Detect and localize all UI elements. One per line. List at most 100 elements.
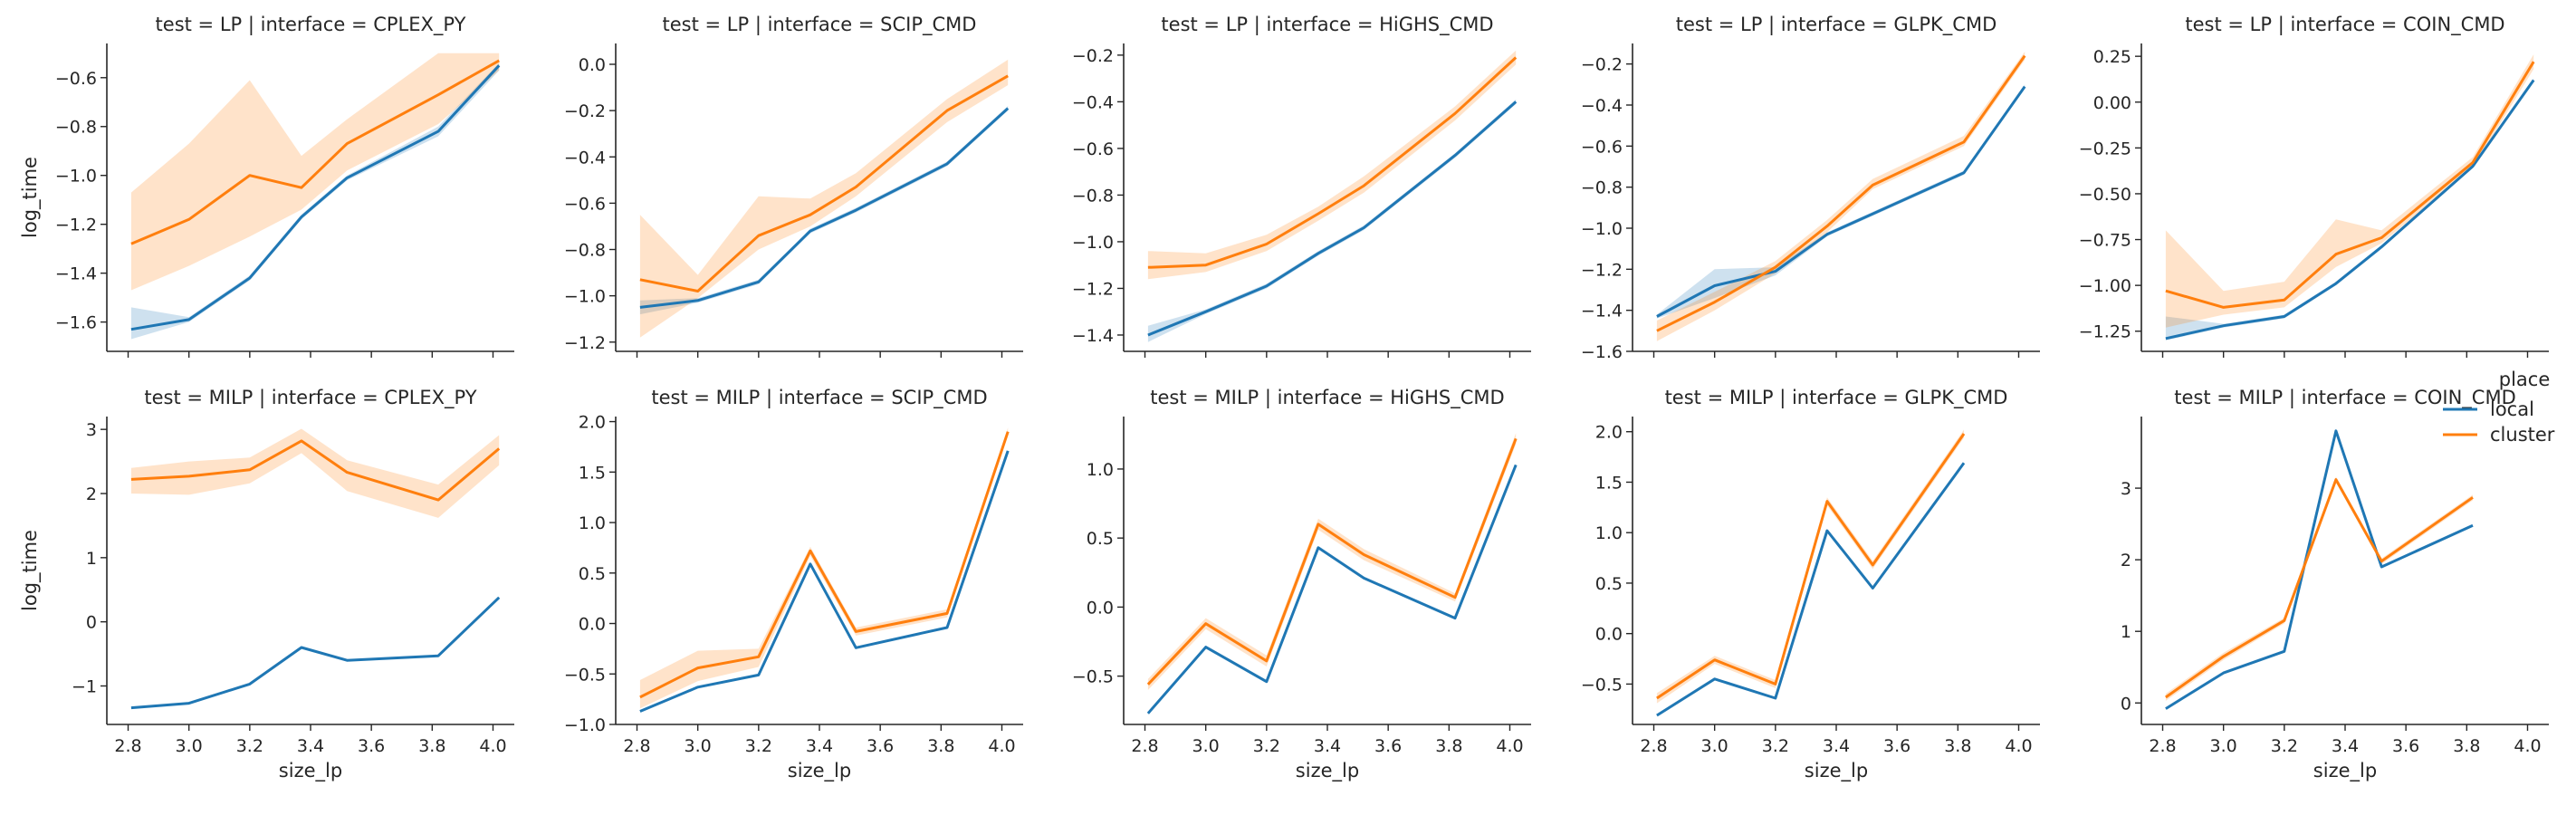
y-tick-label: 1	[86, 549, 97, 569]
ci-band-cluster	[1656, 429, 1964, 704]
series-line-cluster	[1656, 433, 1966, 700]
x-tick-label: 3.6	[867, 736, 894, 756]
ci-band-cluster	[1656, 52, 2025, 341]
x-tick-label: 3.4	[2332, 736, 2359, 756]
panel-title: test = MILP | interface = GLPK_CMD	[1665, 387, 2008, 409]
y-tick-label: 0.5	[1595, 574, 1623, 594]
x-tick-label: 3.2	[1253, 736, 1280, 756]
y-tick-label: 1.5	[1595, 473, 1623, 493]
y-tick-label: 2	[2121, 551, 2131, 570]
legend-label-cluster: cluster	[2490, 424, 2555, 446]
x-tick-label: 3.8	[1435, 736, 1462, 756]
series-line-cluster	[1147, 56, 1518, 269]
series-line-cluster	[639, 74, 1009, 292]
x-tick-label: 4.0	[2514, 736, 2541, 756]
y-tick-label: 3	[86, 420, 97, 440]
panel-title: test = LP | interface = CPLEX_PY	[156, 14, 466, 36]
panel-7: test = MILP | interface = HiGHS_CMD −0.5 0…	[1072, 387, 1531, 782]
y-tick-label: −0.4	[564, 148, 606, 168]
series-line-cluster	[1656, 54, 2026, 332]
panels-group: test = LP | interface = CPLEX_PY −1.6 −1.4…	[19, 14, 2549, 782]
x-tick-label: 2.8	[114, 736, 141, 756]
y-tick-label: −0.5	[564, 665, 606, 685]
y-tick-label: 0.25	[2093, 47, 2131, 67]
y-tick-label: −0.4	[1072, 92, 1114, 112]
y-tick-label: −1.6	[1581, 342, 1623, 362]
y-tick-label: −0.5	[1072, 667, 1114, 687]
series-line-local	[130, 64, 501, 331]
y-tick-label: 0.0	[579, 55, 606, 75]
panel-1: test = LP | interface = SCIP_CMD −1.2 −1.0…	[564, 14, 1023, 358]
x-tick-label: 3.2	[236, 736, 263, 756]
y-axis-label: log_time	[19, 530, 42, 611]
y-tick-label: −0.6	[1581, 137, 1623, 157]
x-tick-label: 3.4	[297, 736, 324, 756]
x-tick-label: 3.4	[1314, 736, 1341, 756]
y-tick-label: −1.00	[2079, 276, 2131, 296]
ci-band-cluster	[130, 53, 500, 291]
x-axis-label: size_lp	[1296, 760, 1359, 782]
y-tick-label: −1.2	[564, 333, 606, 353]
series-line-local	[1147, 101, 1518, 337]
x-tick-label: 4.0	[2005, 736, 2032, 756]
y-tick-label: −0.8	[564, 241, 606, 261]
y-tick-label: −1.4	[1581, 302, 1623, 321]
y-tick-label: −0.6	[1072, 139, 1114, 159]
x-tick-label: 3.8	[2453, 736, 2480, 756]
y-tick-label: −1	[72, 677, 97, 697]
series-line-cluster	[2165, 61, 2535, 309]
series-line-cluster	[639, 431, 1010, 699]
y-tick-label: 0.5	[579, 564, 606, 584]
y-tick-label: −1.0	[564, 715, 606, 735]
ci-band-cluster	[639, 427, 1009, 709]
y-tick-label: −0.6	[564, 194, 606, 214]
panel-0: test = LP | interface = CPLEX_PY −1.6 −1.4…	[19, 14, 514, 358]
series-line-cluster	[2165, 478, 2474, 699]
x-tick-label: 3.0	[1701, 736, 1729, 756]
panel-title: test = MILP | interface = COIN_CMD	[2174, 387, 2516, 409]
y-tick-label: −1.0	[55, 167, 97, 187]
legend-label-local: local	[2490, 398, 2534, 420]
ci-band-cluster	[2165, 54, 2534, 328]
series-line-local	[2165, 429, 2474, 710]
x-tick-label: 2.8	[1640, 736, 1667, 756]
series-line-local	[130, 596, 501, 710]
y-tick-label: −0.8	[55, 118, 97, 138]
series-line-cluster	[130, 59, 500, 245]
panel-3: test = LP | interface = GLPK_CMD −1.6 −1.4…	[1581, 14, 2040, 362]
panel-title: test = MILP | interface = HiGHS_CMD	[1150, 387, 1504, 409]
x-tick-label: 3.4	[806, 736, 833, 756]
x-tick-label: 4.0	[479, 736, 506, 756]
x-tick-label: 4.0	[1496, 736, 1523, 756]
x-tick-label: 3.4	[1823, 736, 1850, 756]
x-tick-label: 3.0	[1192, 736, 1220, 756]
x-tick-label: 3.8	[1944, 736, 1971, 756]
series-line-local	[1146, 464, 1518, 714]
y-tick-label: −1.2	[1072, 279, 1114, 299]
x-tick-label: 2.8	[623, 736, 650, 756]
y-tick-label: −1.2	[1581, 260, 1623, 280]
y-tick-label: −0.2	[564, 101, 606, 121]
y-tick-label: −1.25	[2079, 322, 2131, 342]
x-tick-label: 3.2	[1762, 736, 1789, 756]
panel-2: test = LP | interface = HiGHS_CMD −1.4 −1.…	[1072, 14, 1531, 358]
y-tick-label: 0	[86, 613, 97, 633]
ci-band-cluster	[130, 428, 500, 518]
panel-9: test = MILP | interface = COIN_CMD 0 1 2 3 2.…	[2121, 387, 2549, 782]
y-tick-label: 0.0	[1595, 625, 1623, 645]
x-tick-label: 3.8	[418, 736, 445, 756]
series-line-cluster	[1146, 437, 1518, 686]
panel-5: test = MILP | interface = CPLEX_PY −1 0 1 2 3…	[19, 387, 514, 782]
x-tick-label: 4.0	[988, 736, 1015, 756]
panel-title: test = LP | interface = HiGHS_CMD	[1161, 14, 1493, 36]
ci-band-cluster	[1147, 50, 1517, 280]
y-tick-label: 1.0	[1595, 523, 1623, 543]
panel-8: test = MILP | interface = GLPK_CMD −0.5 0.…	[1581, 387, 2040, 782]
ci-band-local	[1147, 463, 1517, 715]
x-tick-label: 2.8	[1131, 736, 1158, 756]
y-tick-label: −1.4	[1072, 326, 1114, 346]
y-tick-label: −0.50	[2079, 185, 2131, 205]
y-tick-label: −1.2	[55, 216, 97, 235]
ci-band-local	[1656, 84, 2025, 319]
